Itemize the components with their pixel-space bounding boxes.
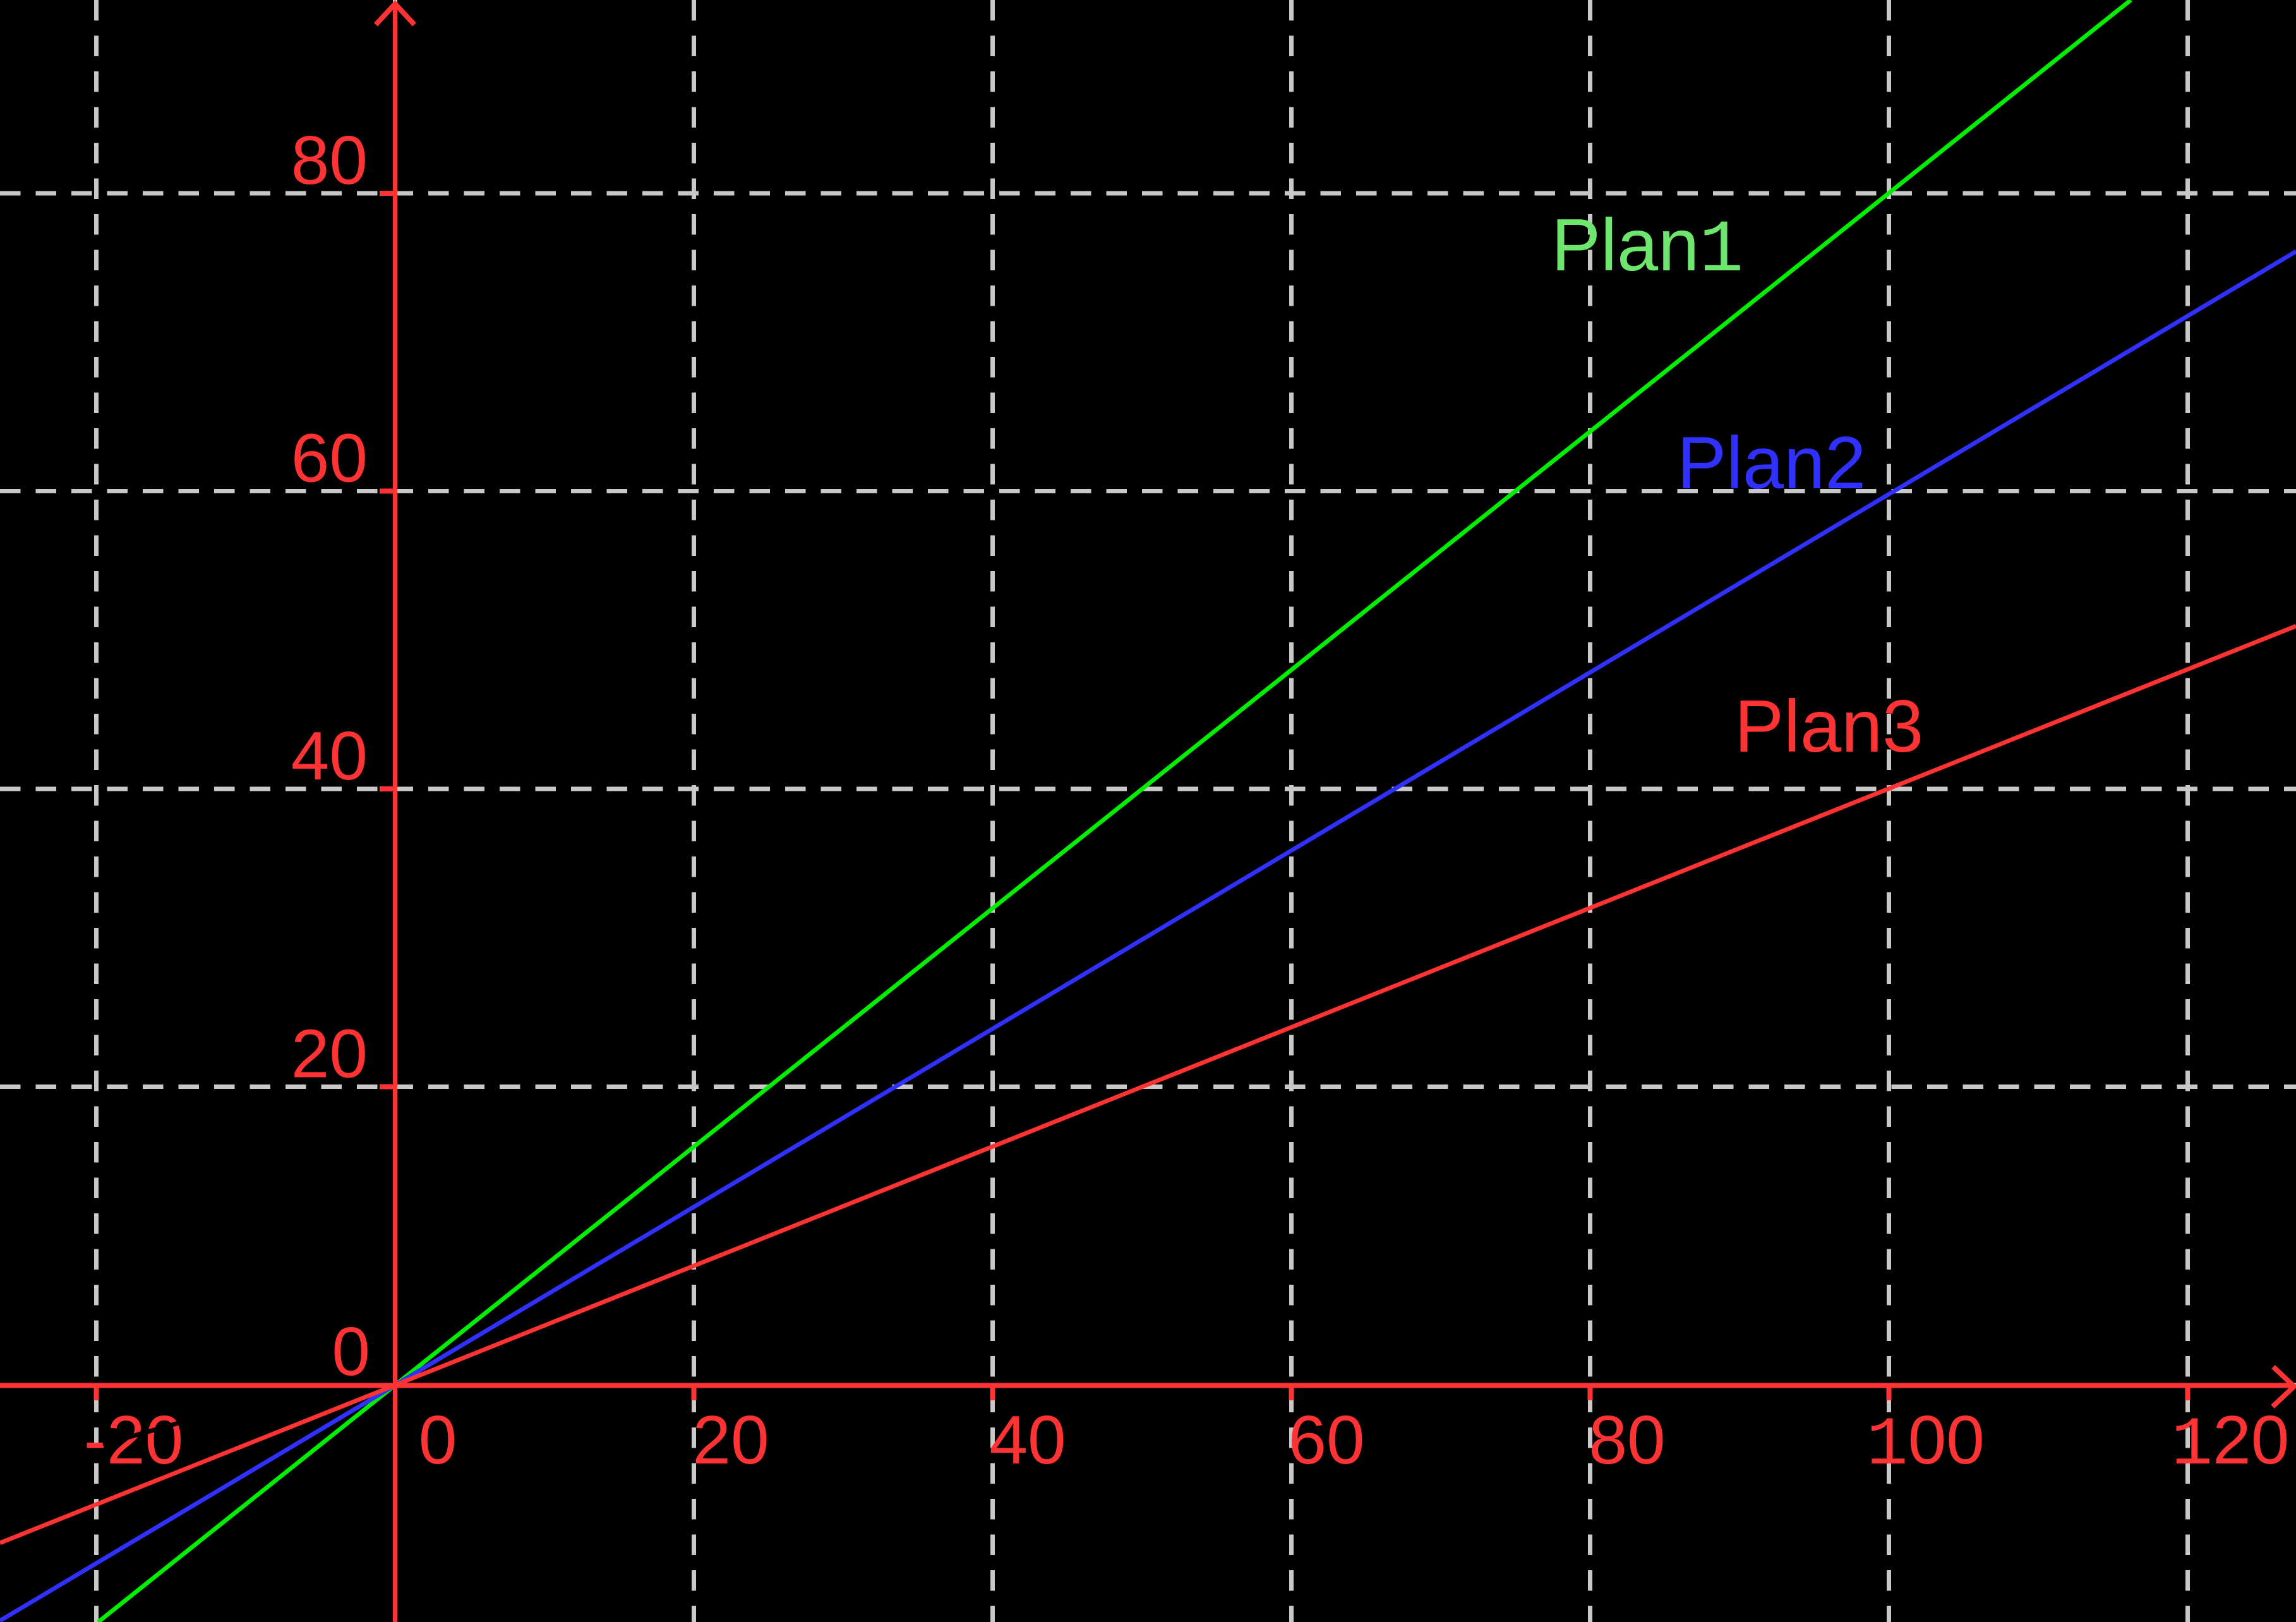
svg-text:100: 100 — [1866, 1402, 1985, 1484]
svg-text:60: 60 — [1288, 1402, 1364, 1479]
svg-text:Plan1: Plan1 — [1551, 203, 1743, 293]
svg-text:Plan2: Plan2 — [1677, 421, 1866, 504]
svg-text:40: 40 — [989, 1402, 1066, 1479]
svg-text:80: 80 — [291, 122, 368, 199]
svg-text:20: 20 — [291, 1016, 368, 1093]
svg-text:-20: -20 — [84, 1402, 184, 1479]
svg-text:0: 0 — [332, 1313, 370, 1390]
svg-text:0: 0 — [419, 1402, 457, 1479]
svg-text:40: 40 — [291, 718, 368, 795]
svg-text:Plan3: Plan3 — [1734, 685, 1923, 767]
svg-text:60: 60 — [291, 420, 368, 497]
svg-text:20: 20 — [692, 1402, 769, 1479]
svg-text:120: 120 — [2172, 1402, 2290, 1484]
svg-text:80: 80 — [1589, 1402, 1665, 1479]
